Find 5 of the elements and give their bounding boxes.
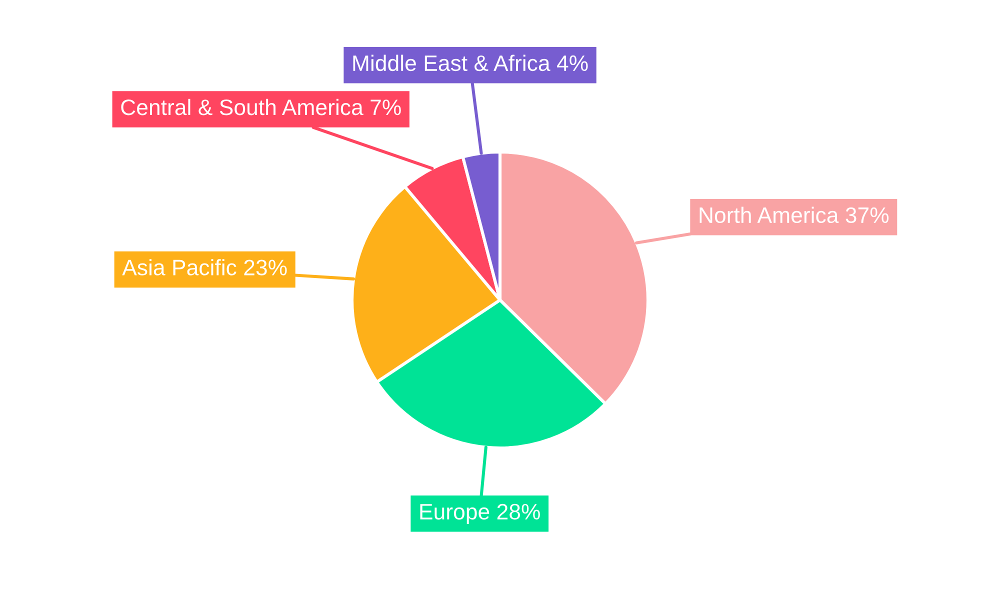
slice-label: Asia Pacific 23% xyxy=(122,259,287,276)
slice-label: Europe 28% xyxy=(420,504,540,524)
slice-label: Central & South America 7% xyxy=(121,98,401,116)
slice-label: Middle East & Africa 4% xyxy=(353,54,588,72)
slice-label: North America 37% xyxy=(700,206,889,224)
